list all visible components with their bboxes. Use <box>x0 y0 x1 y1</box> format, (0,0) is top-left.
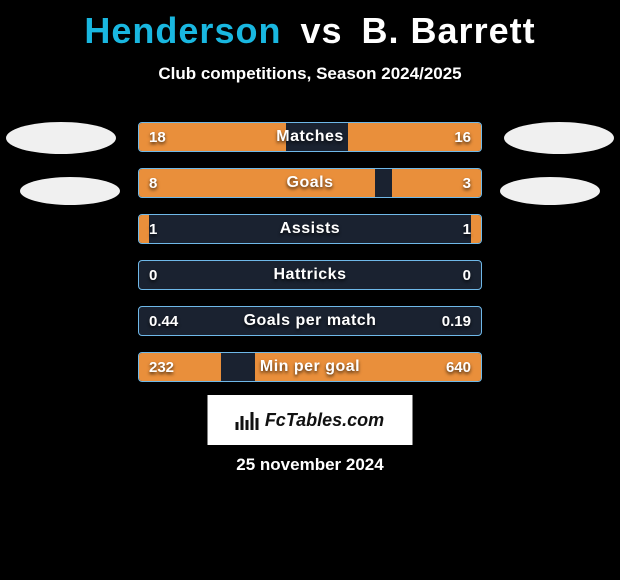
subtitle: Club competitions, Season 2024/2025 <box>0 64 620 84</box>
stat-row-min-per-goal: 232 Min per goal 640 <box>138 352 482 382</box>
stat-row-assists: 1 Assists 1 <box>138 214 482 244</box>
player1-club-avatar <box>20 177 120 205</box>
player2-club-avatar <box>500 177 600 205</box>
stat-label: Assists <box>139 215 481 243</box>
stat-label: Matches <box>139 123 481 151</box>
stat-label: Hattricks <box>139 261 481 289</box>
stat-label: Goals <box>139 169 481 197</box>
value-right: 0.19 <box>442 307 471 335</box>
player1-name: Henderson <box>84 10 281 51</box>
vs-label: vs <box>300 10 342 51</box>
stat-row-matches: 18 Matches 16 <box>138 122 482 152</box>
value-right: 3 <box>463 169 471 197</box>
stat-label: Goals per match <box>139 307 481 335</box>
value-right: 1 <box>463 215 471 243</box>
stat-row-goals: 8 Goals 3 <box>138 168 482 198</box>
stat-row-hattricks: 0 Hattricks 0 <box>138 260 482 290</box>
comparison-title: Henderson vs B. Barrett <box>0 0 620 52</box>
date-label: 25 november 2024 <box>0 455 620 475</box>
player2-name: B. Barrett <box>362 10 536 51</box>
stat-row-goals-per-match: 0.44 Goals per match 0.19 <box>138 306 482 336</box>
stat-label: Min per goal <box>139 353 481 381</box>
logo-text: FcTables.com <box>265 410 384 431</box>
fctables-logo: FcTables.com <box>208 395 413 445</box>
player2-avatar <box>504 122 614 154</box>
value-right: 640 <box>446 353 471 381</box>
player1-avatar <box>6 122 116 154</box>
value-right: 0 <box>463 261 471 289</box>
value-right: 16 <box>454 123 471 151</box>
bar-chart-icon <box>236 410 259 430</box>
comparison-chart: 18 Matches 16 8 Goals 3 1 Assists 1 0 Ha… <box>138 122 482 398</box>
